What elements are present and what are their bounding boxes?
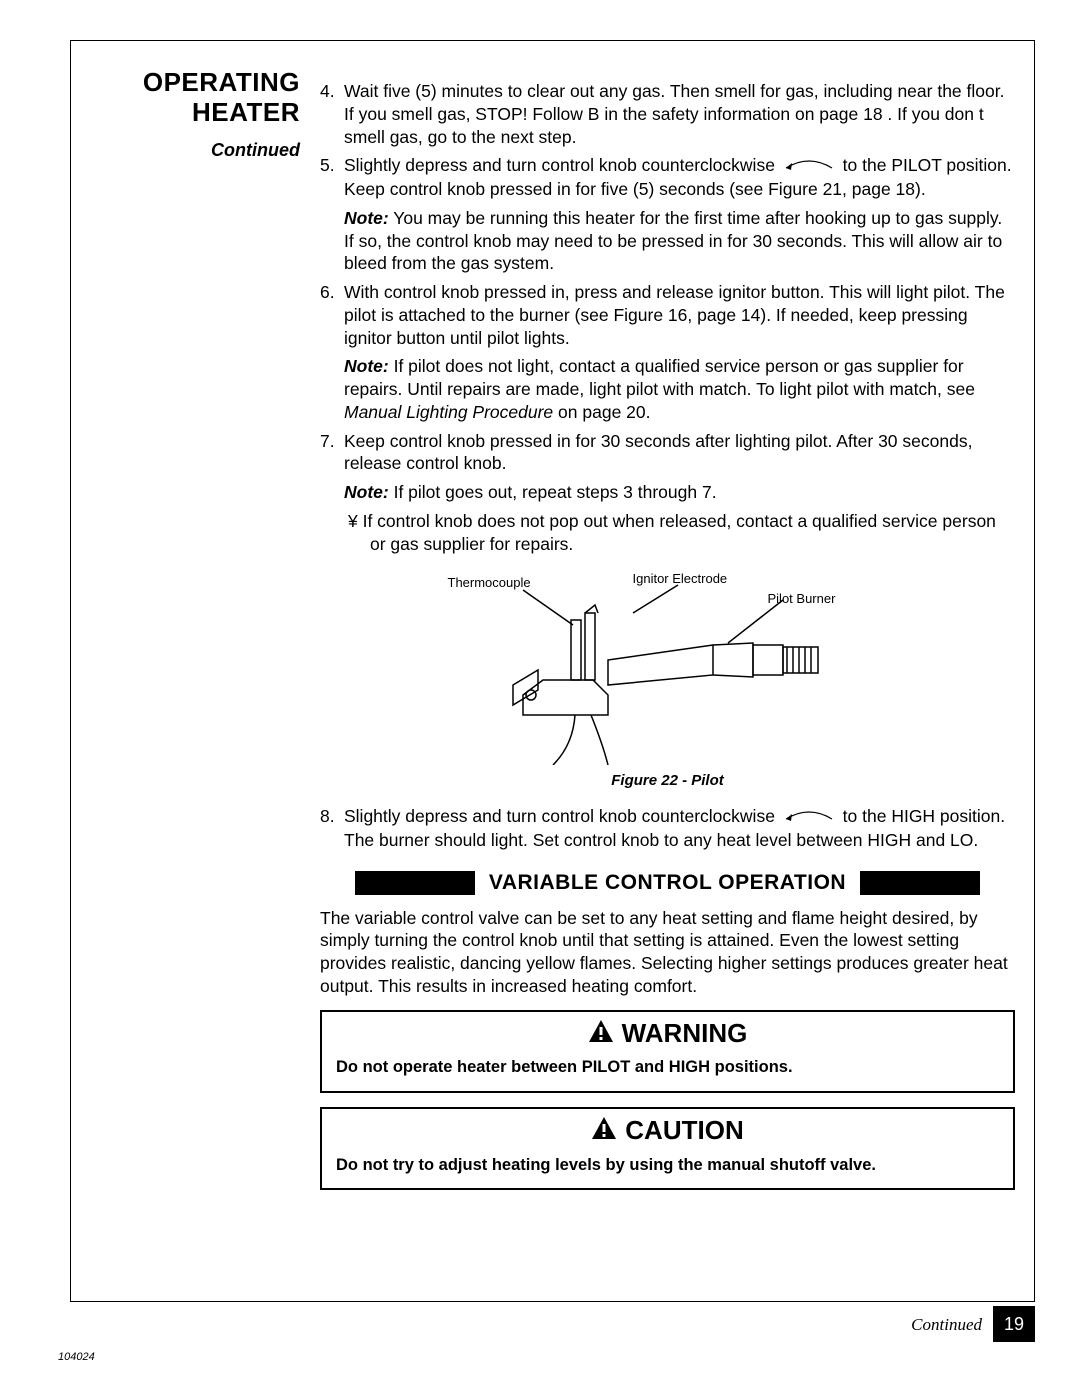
figure-caption: Figure 22 - Pilot	[320, 771, 1015, 791]
caution-box: CAUTION Do not try to adjust heating lev…	[320, 1107, 1015, 1190]
note-text-b: on page 20.	[558, 402, 650, 422]
heading-bar-right	[860, 871, 980, 895]
label-pilot-burner: Pilot Burner	[768, 591, 836, 608]
figure-22: Thermocouple Ignitor Electrode Pilot Bur…	[320, 565, 1015, 791]
document-id: 104024	[58, 1351, 95, 1363]
step-text: Wait five (5) minutes to clear out any g…	[344, 80, 1015, 148]
counterclockwise-arrow-icon	[782, 155, 836, 178]
step-7: 7. Keep control knob pressed in for 30 s…	[320, 430, 1015, 476]
subheading-row: VARIABLE CONTROL OPERATION	[320, 869, 1015, 896]
caution-label: CAUTION	[625, 1114, 743, 1148]
step-num: 6.	[320, 281, 344, 349]
note-6: Note: If pilot does not light, contact a…	[320, 355, 1015, 423]
note-italic: Manual Lighting Procedure	[344, 402, 553, 422]
section-line2: HEATER	[192, 97, 300, 127]
note-label: Note:	[344, 356, 389, 376]
continued-footer: Continued	[911, 1315, 982, 1335]
note-7: Note: If pilot goes out, repeat steps 3 …	[320, 481, 1015, 504]
step-num: 8.	[320, 805, 344, 852]
label-ignitor: Ignitor Electrode	[633, 571, 728, 588]
warning-box: WARNING Do not operate heater between PI…	[320, 1010, 1015, 1093]
warning-triangle-icon	[588, 1019, 614, 1049]
subheading: VARIABLE CONTROL OPERATION	[475, 869, 860, 896]
step-5: 5. Slightly depress and turn control kno…	[320, 154, 1015, 201]
note-text: You may be running this heater for the f…	[344, 208, 1002, 274]
note-label: Note:	[344, 482, 389, 502]
caution-head: CAUTION	[322, 1109, 1013, 1155]
step-text: Keep control knob pressed in for 30 seco…	[344, 430, 1015, 476]
step-text: Slightly depress and turn control knob c…	[344, 805, 1015, 852]
label-thermocouple: Thermocouple	[448, 575, 531, 592]
note-5: Note: You may be running this heater for…	[320, 207, 1015, 275]
step-num: 4.	[320, 80, 344, 148]
caution-body: Do not try to adjust heating levels by u…	[322, 1155, 1013, 1188]
section-line1: OPERATING	[143, 67, 300, 97]
step-num: 7.	[320, 430, 344, 476]
note-text: If pilot goes out, repeat steps 3 throug…	[389, 482, 717, 502]
note-text-a: If pilot does not light, contact a quali…	[344, 356, 975, 399]
step5-before: Slightly depress and turn control knob c…	[344, 155, 775, 175]
step-num: 5.	[320, 154, 344, 201]
section-continued: Continued	[100, 140, 300, 161]
step-text: With control knob pressed in, press and …	[344, 281, 1015, 349]
page-number: 19	[993, 1306, 1035, 1342]
step8-before: Slightly depress and turn control knob c…	[344, 806, 775, 826]
warning-triangle-icon	[591, 1116, 617, 1146]
warning-body: Do not operate heater between PILOT and …	[322, 1057, 1013, 1090]
variable-control-paragraph: The variable control valve can be set to…	[320, 907, 1015, 998]
section-title: OPERATING HEATER	[100, 68, 300, 128]
warning-label: WARNING	[622, 1017, 748, 1051]
main-column: 4. Wait five (5) minutes to clear out an…	[320, 80, 1015, 1204]
heading-bar-left	[355, 871, 475, 895]
step-4: 4. Wait five (5) minutes to clear out an…	[320, 80, 1015, 148]
note-label: Note:	[344, 208, 389, 228]
step-8: 8. Slightly depress and turn control kno…	[320, 805, 1015, 852]
counterclockwise-arrow-icon	[782, 806, 836, 829]
step-6: 6. With control knob pressed in, press a…	[320, 281, 1015, 349]
step-text: Slightly depress and turn control knob c…	[344, 154, 1015, 201]
bullet-7: ¥ If control knob does not pop out when …	[320, 510, 1015, 556]
warning-head: WARNING	[322, 1012, 1013, 1058]
